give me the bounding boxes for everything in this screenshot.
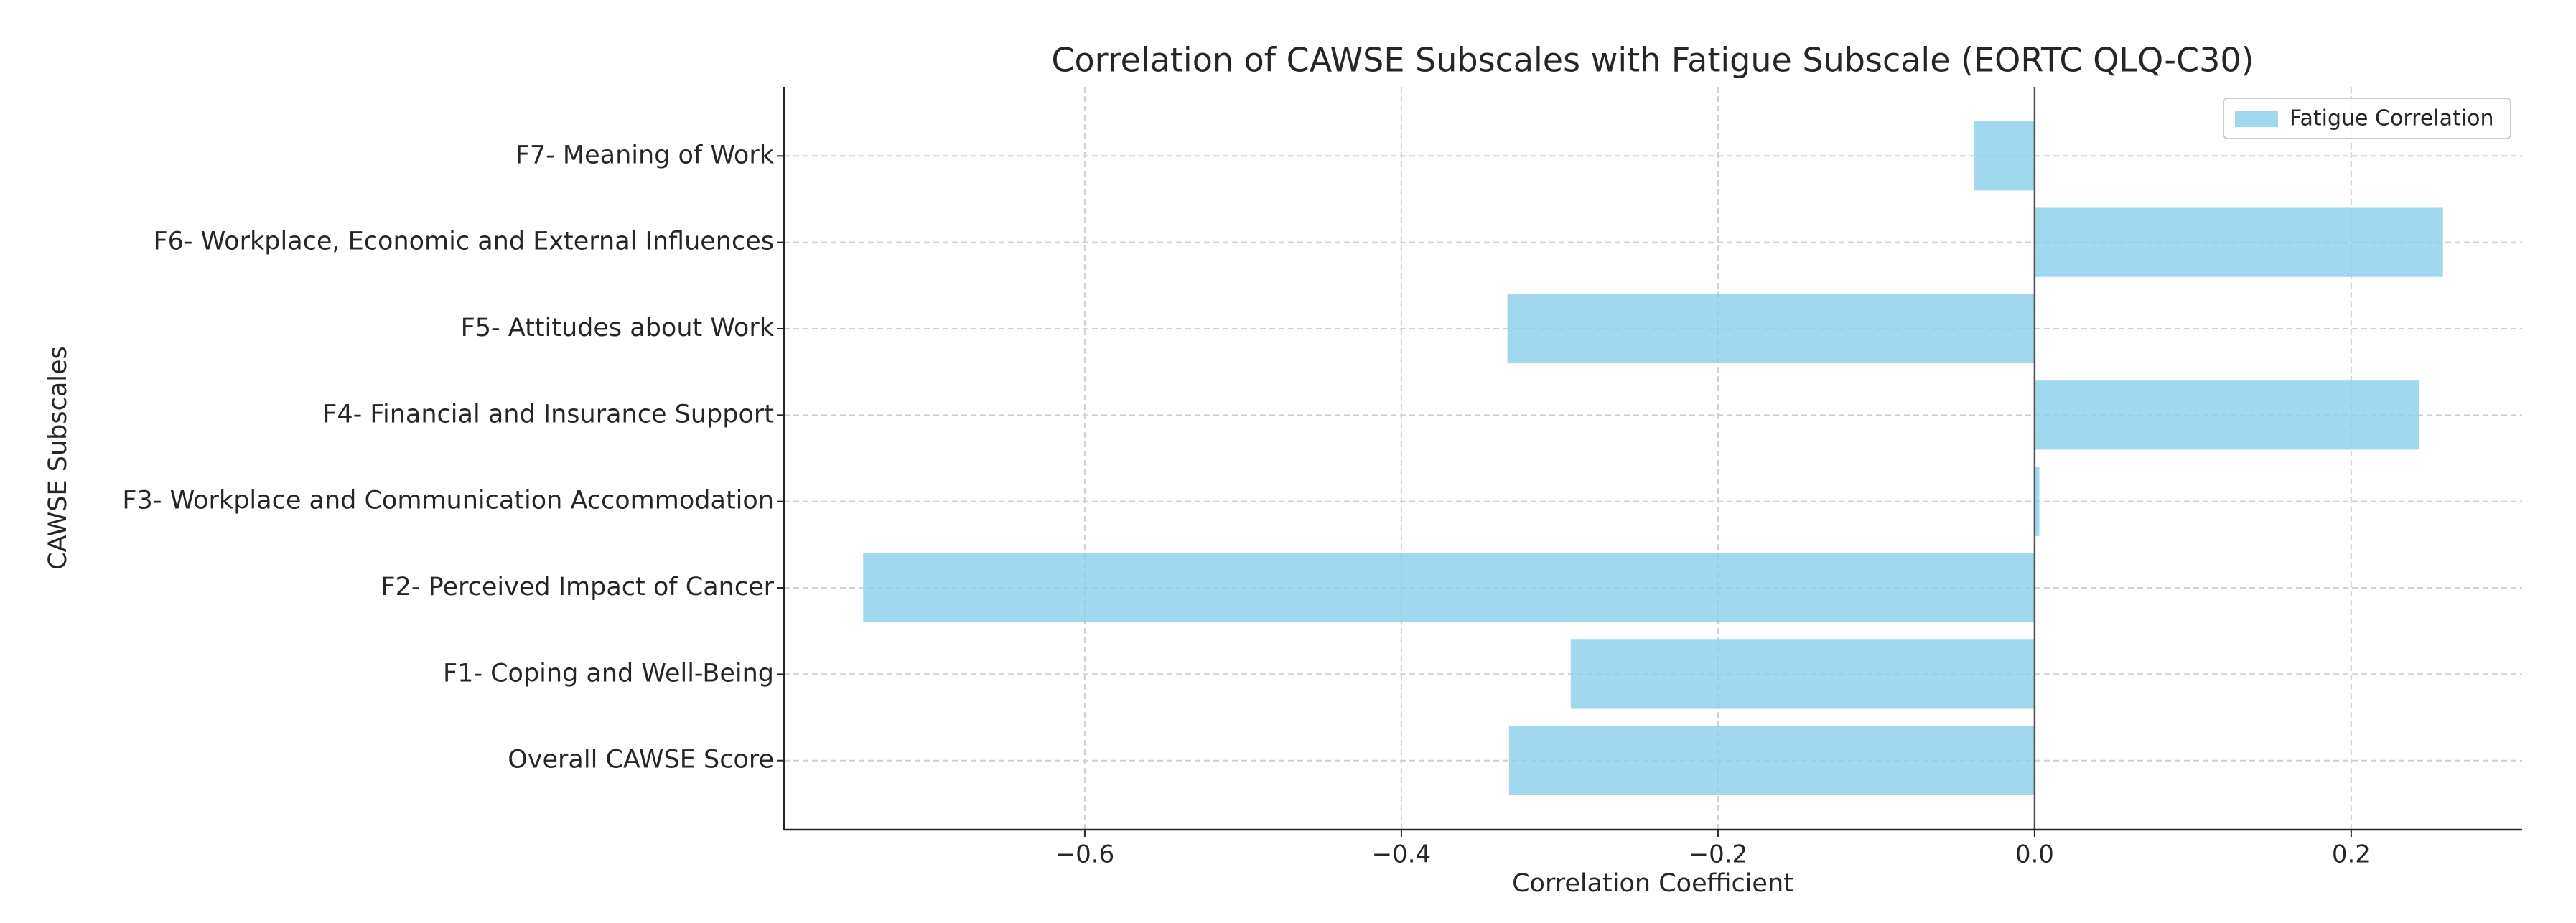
y-tick-label: F5- Attitudes about Work (461, 314, 775, 342)
x-tick-label: 0.0 (2015, 840, 2054, 869)
y-tick-label: F6- Workplace, Economic and External Inf… (153, 228, 774, 256)
bar (1974, 121, 2035, 191)
bar (2034, 467, 2040, 536)
y-tick-label: F4- Financial and Insurance Support (322, 400, 774, 428)
x-tick-label: −0.6 (1055, 840, 1115, 869)
legend-box (2223, 98, 2511, 139)
y-tick-label: Overall CAWSE Score (508, 746, 774, 774)
y-tick-label: F3- Workplace and Communication Accommod… (122, 487, 774, 515)
bar (1507, 294, 2035, 364)
x-tick-label: 0.2 (2332, 840, 2371, 869)
y-tick-label: F1- Coping and Well-Being (443, 659, 774, 688)
y-axis-label: CAWSE Subscales (44, 346, 73, 570)
bar (2034, 380, 2419, 450)
x-tick-label: −0.2 (1689, 840, 1748, 869)
bar (863, 553, 2035, 623)
legend-swatch (2235, 111, 2278, 127)
x-axis-label: Correlation Coefficient (1512, 869, 1793, 898)
bar (1570, 639, 2035, 709)
x-tick-label: −0.4 (1372, 840, 1432, 869)
legend-label: Fatigue Correlation (2290, 106, 2493, 131)
bar (1508, 726, 2035, 795)
bar (2034, 207, 2443, 277)
y-tick-label: F2- Perceived Impact of Cancer (381, 573, 774, 601)
y-tick-label: F7- Meaning of Work (515, 141, 775, 169)
chart-title: Correlation of CAWSE Subscales with Fati… (1051, 41, 2254, 80)
